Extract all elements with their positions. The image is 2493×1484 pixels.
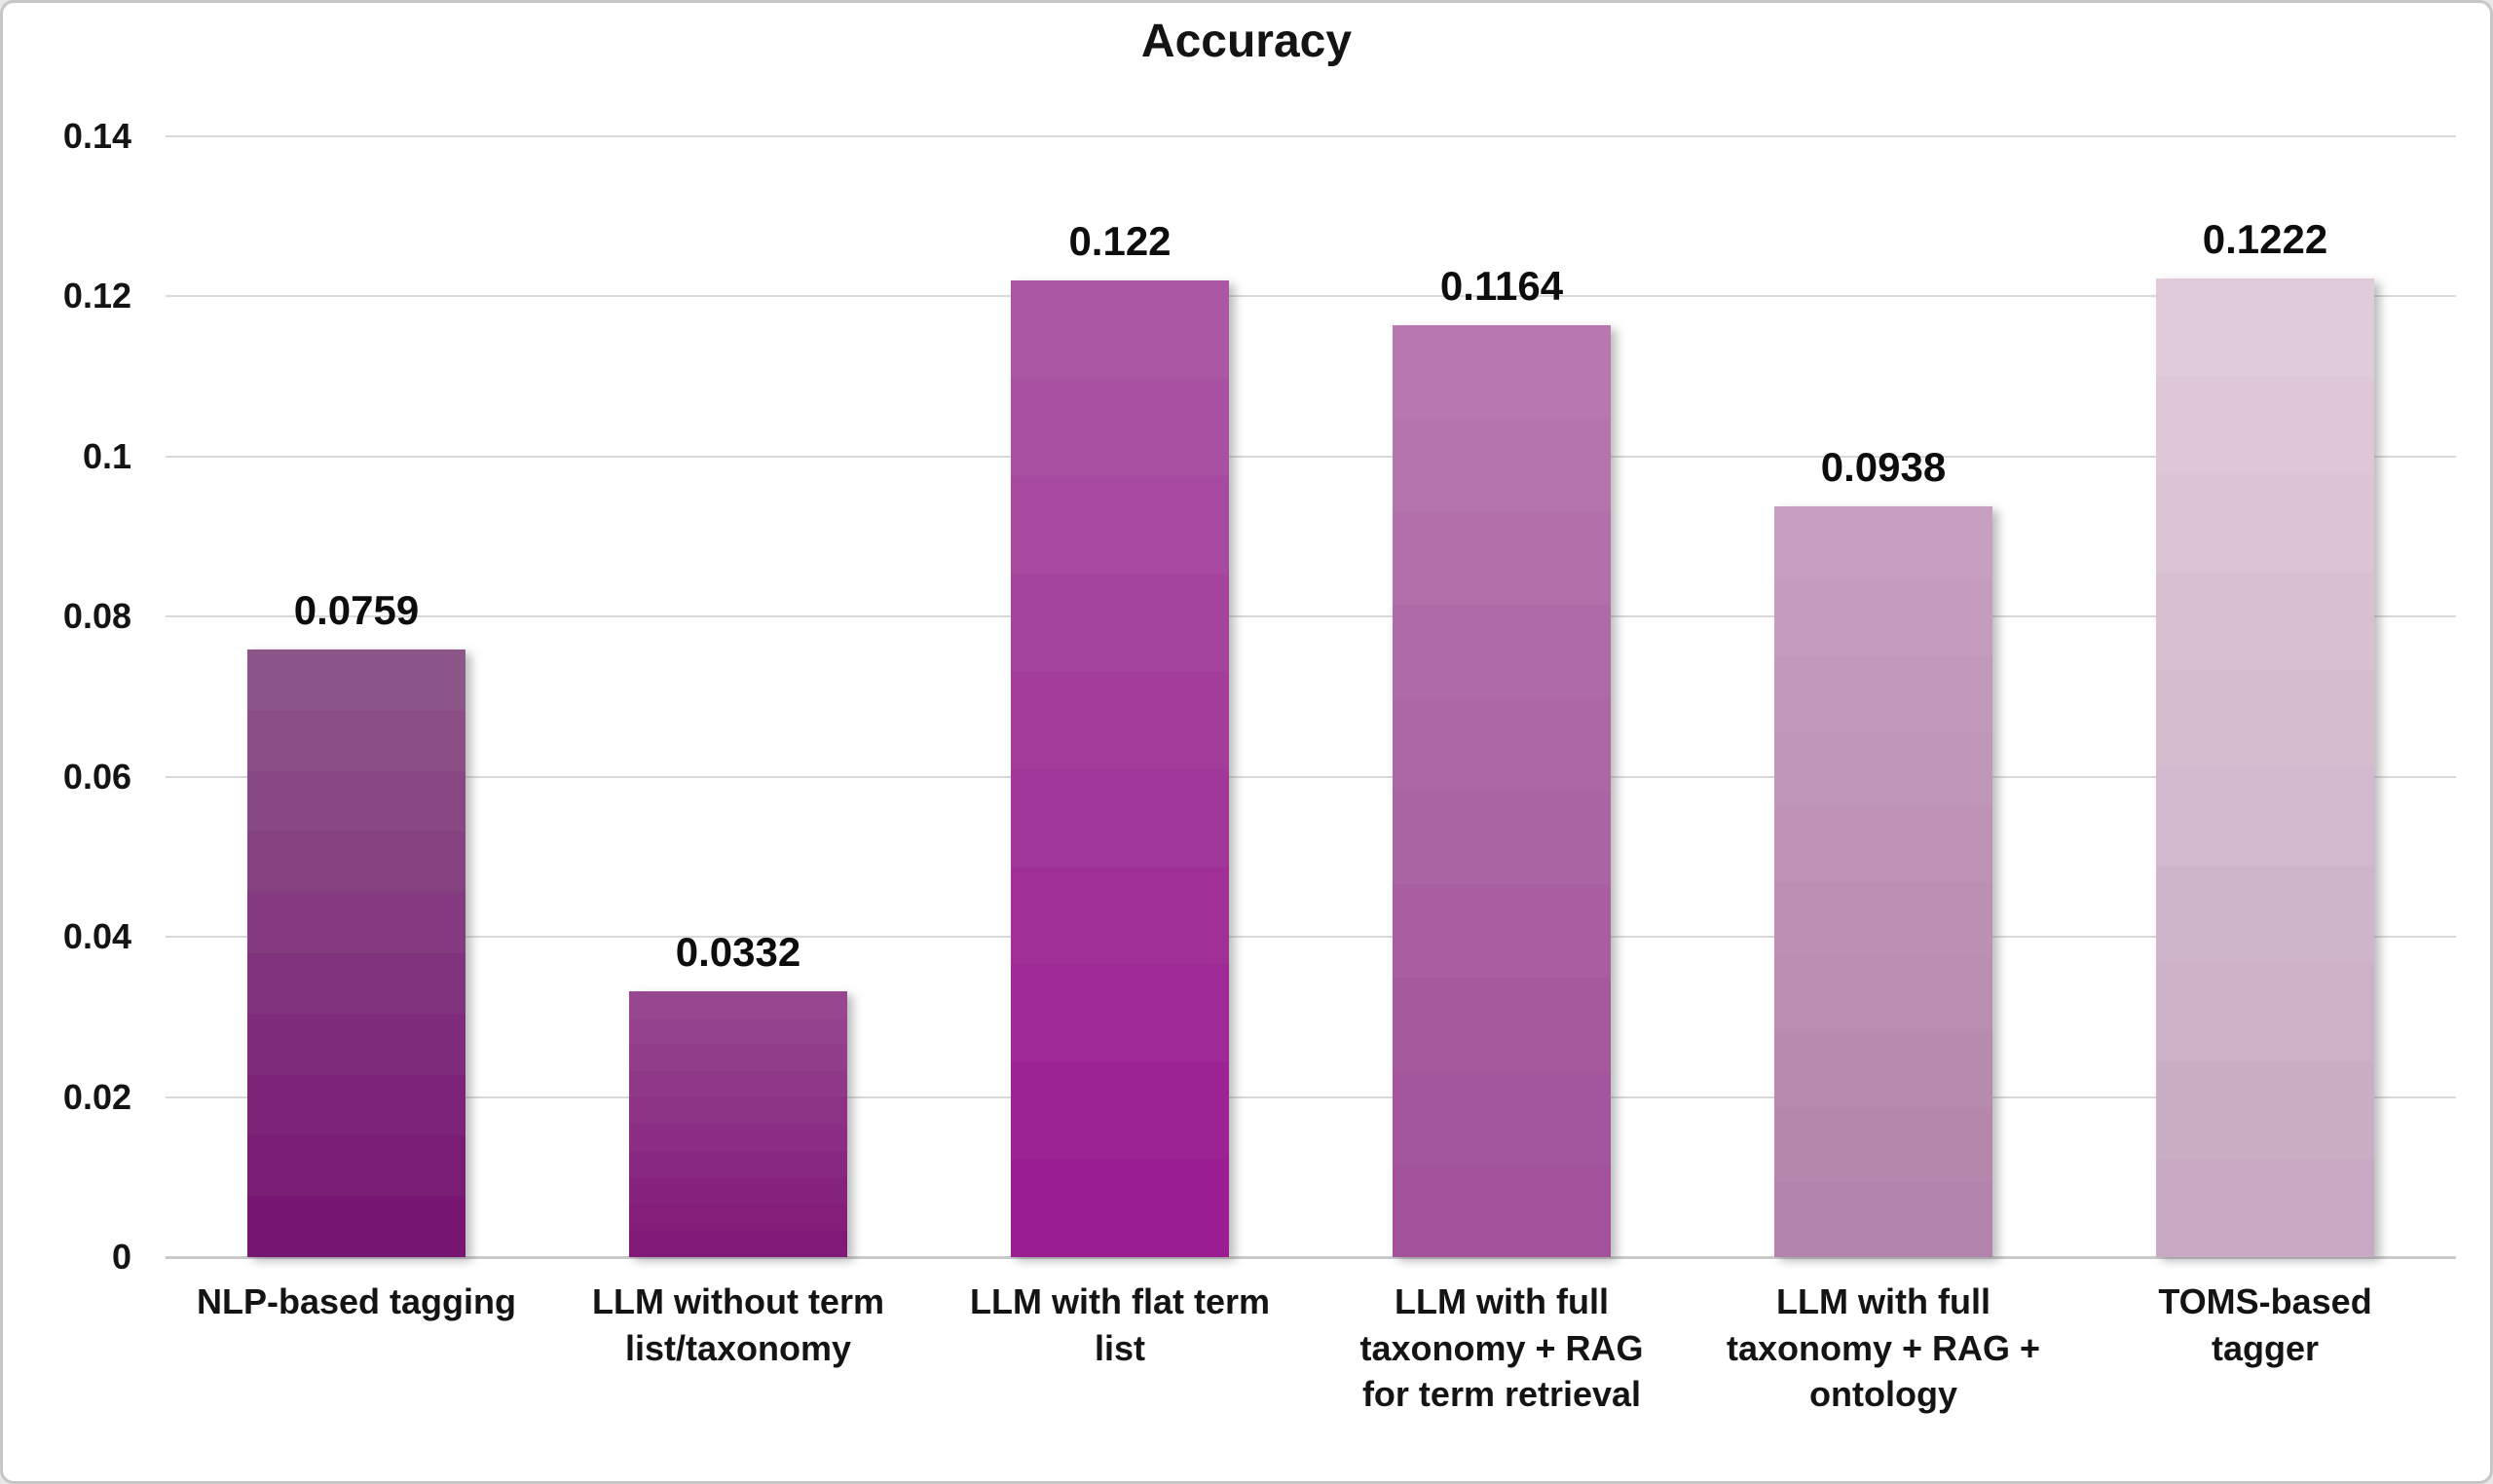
- gridline: [166, 295, 2456, 298]
- bar: [1011, 280, 1229, 1257]
- bar-column: 0.0759: [166, 136, 547, 1257]
- plot-area: 0.0759 0.0332 0.122 0.1164 0.0938 0.1222: [166, 135, 2456, 1259]
- bar: [247, 649, 465, 1257]
- y-axis-tick-labels: 0.14 0.12 0.1 0.08 0.06 0.04 0.02 0: [3, 116, 131, 1277]
- bar-column: 0.1164: [1311, 136, 1693, 1257]
- bar-column: 0.0332: [547, 136, 929, 1257]
- bar-value-label: 0.0332: [675, 929, 801, 976]
- x-axis-label: LLM with full taxonomy + RAG for term re…: [1359, 1281, 1644, 1415]
- x-axis-label: LLM with flat term list: [970, 1281, 1270, 1368]
- gridline: [166, 775, 2456, 778]
- gridline: [166, 1095, 2456, 1098]
- x-axis-baseline: [166, 1256, 2456, 1259]
- x-axis-label: LLM without term list/taxonomy: [592, 1281, 884, 1368]
- y-tick-label: 0.12: [62, 276, 131, 316]
- bar: [629, 991, 847, 1257]
- x-axis-label: LLM with full taxonomy + RAG + ontology: [1726, 1281, 2041, 1415]
- x-axis-label: TOMS-based tagger: [2158, 1281, 2372, 1368]
- y-tick-label: 0.02: [62, 1076, 131, 1117]
- bar-value-label: 0.1164: [1439, 263, 1564, 310]
- y-tick-label: 0.06: [62, 756, 131, 797]
- gridline: [166, 936, 2456, 939]
- x-axis-label: NLP-based tagging: [196, 1281, 516, 1321]
- bar-value-label: 0.122: [1068, 218, 1172, 264]
- y-tick-label: 0.14: [62, 116, 131, 156]
- bar-value-label: 0.0759: [293, 587, 420, 633]
- bar-value-label: 0.1222: [2202, 216, 2328, 263]
- bars-row: 0.0759 0.0332 0.122 0.1164 0.0938 0.1222: [166, 136, 2456, 1257]
- gridline: [166, 455, 2456, 458]
- bar: [1393, 325, 1611, 1257]
- gridline: [166, 615, 2456, 618]
- y-tick-label: 0.04: [62, 916, 131, 957]
- chart-title: Accuracy: [1140, 16, 1353, 67]
- y-tick-label: 0: [111, 1237, 131, 1277]
- bar-column: 0.122: [929, 136, 1311, 1257]
- bar-column: 0.1222: [2074, 136, 2456, 1257]
- bar: [2156, 278, 2374, 1257]
- bar: [1774, 505, 1992, 1257]
- gridline: [166, 135, 2456, 137]
- bar-column: 0.0938: [1693, 136, 2074, 1257]
- y-tick-label: 0.08: [62, 596, 131, 637]
- x-axis-labels: NLP-based tagging LLM without term list/t…: [166, 1279, 2456, 1418]
- bar-value-label: 0.0938: [1820, 443, 1947, 490]
- y-tick-label: 0.1: [82, 435, 131, 476]
